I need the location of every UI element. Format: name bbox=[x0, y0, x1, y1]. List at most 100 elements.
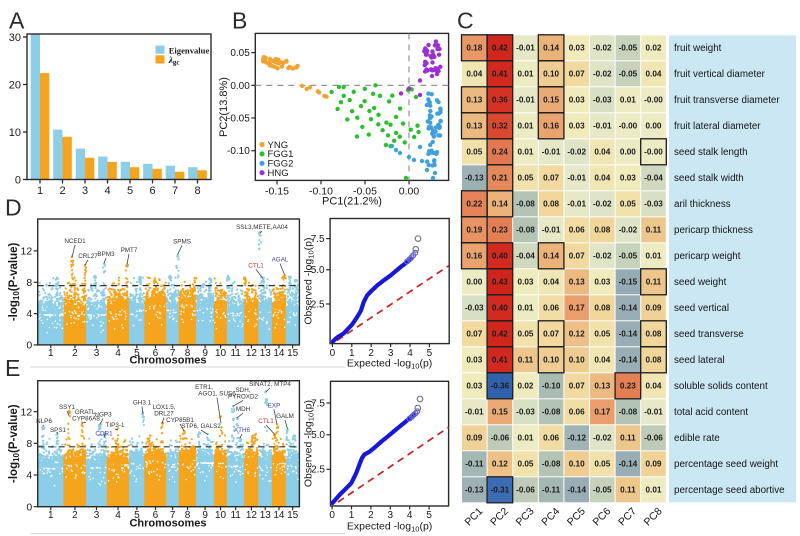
svg-text:0.03: 0.03 bbox=[518, 278, 534, 287]
svg-text:0.04: 0.04 bbox=[594, 148, 610, 157]
svg-text:2.5: 2.5 bbox=[311, 299, 325, 310]
svg-text:0.14: 0.14 bbox=[543, 44, 559, 53]
svg-text:8: 8 bbox=[26, 277, 32, 289]
svg-text:-0.00: -0.00 bbox=[644, 148, 663, 157]
svg-text:-0.14: -0.14 bbox=[567, 486, 586, 495]
svg-text:0.06: 0.06 bbox=[569, 226, 585, 235]
svg-text:SPS1: SPS1 bbox=[50, 427, 67, 434]
svg-text:total acid content: total acid content bbox=[674, 407, 748, 418]
svg-text:PC1(21.2%): PC1(21.2%) bbox=[322, 196, 382, 208]
svg-text:DRL27: DRL27 bbox=[154, 411, 174, 418]
svg-text:edible rate: edible rate bbox=[674, 433, 720, 444]
svg-text:0: 0 bbox=[330, 348, 336, 359]
svg-text:-0.03: -0.03 bbox=[644, 200, 663, 209]
svg-text:C: C bbox=[457, 8, 474, 34]
svg-text:0.13: 0.13 bbox=[466, 96, 482, 105]
svg-text:percentage seed weight: percentage seed weight bbox=[674, 459, 778, 470]
svg-text:-0.05: -0.05 bbox=[619, 70, 638, 79]
svg-text:-log10(P-value): -log10(P-value) bbox=[8, 242, 21, 321]
svg-text:0.08: 0.08 bbox=[646, 356, 662, 365]
svg-text:3: 3 bbox=[94, 348, 100, 359]
svg-text:13: 13 bbox=[260, 348, 272, 359]
svg-text:pericarp thickness: pericarp thickness bbox=[674, 225, 753, 236]
svg-text:8: 8 bbox=[194, 185, 200, 197]
svg-text:-0.01: -0.01 bbox=[644, 408, 663, 417]
svg-text:0.01: 0.01 bbox=[518, 304, 534, 313]
svg-text:STP6, GALS2: STP6, GALS2 bbox=[181, 423, 221, 430]
svg-text:-0.15: -0.15 bbox=[265, 185, 289, 197]
svg-text:PYROXD2: PYROXD2 bbox=[228, 394, 259, 401]
svg-text:0.32: 0.32 bbox=[492, 122, 508, 131]
svg-text:0.18: 0.18 bbox=[466, 44, 482, 53]
svg-text:YNG: YNG bbox=[268, 140, 289, 151]
svg-text:0.07: 0.07 bbox=[543, 174, 559, 183]
svg-text:8: 8 bbox=[185, 510, 191, 521]
svg-text:0.10: 0.10 bbox=[543, 70, 559, 79]
svg-text:5: 5 bbox=[127, 185, 133, 197]
svg-text:-0.00: -0.00 bbox=[644, 96, 663, 105]
svg-text:-0.00: -0.00 bbox=[619, 122, 638, 131]
svg-text:0.42: 0.42 bbox=[492, 44, 508, 53]
svg-text:soluble solids content: soluble solids content bbox=[674, 381, 768, 392]
svg-text:0.03: 0.03 bbox=[569, 44, 585, 53]
svg-text:CRL27: CRL27 bbox=[78, 253, 98, 260]
svg-text:-0.05: -0.05 bbox=[353, 185, 377, 197]
svg-text:seed transverse: seed transverse bbox=[674, 329, 744, 340]
svg-text:0.17: 0.17 bbox=[569, 304, 585, 313]
svg-text:0.06: 0.06 bbox=[543, 304, 559, 313]
svg-text:10: 10 bbox=[9, 127, 21, 139]
svg-text:0.11: 0.11 bbox=[518, 356, 534, 365]
svg-text:pericarp weight: pericarp weight bbox=[674, 251, 741, 262]
svg-text:0.41: 0.41 bbox=[492, 356, 508, 365]
svg-text:fruit lateral diameter: fruit lateral diameter bbox=[674, 121, 761, 132]
svg-text:B: B bbox=[232, 8, 247, 34]
svg-text:λgc: λgc bbox=[168, 56, 180, 67]
svg-text:SSY1: SSY1 bbox=[59, 404, 76, 411]
svg-text:NLP6: NLP6 bbox=[36, 418, 52, 425]
svg-text:11: 11 bbox=[230, 510, 241, 521]
svg-text:0.07: 0.07 bbox=[466, 330, 482, 339]
svg-text:0: 0 bbox=[26, 501, 32, 513]
svg-text:0.36: 0.36 bbox=[492, 96, 508, 105]
svg-text:LOX1.5,: LOX1.5, bbox=[152, 404, 175, 411]
svg-text:0.13: 0.13 bbox=[569, 278, 585, 287]
svg-text:0.11: 0.11 bbox=[620, 486, 636, 495]
svg-text:4: 4 bbox=[407, 348, 413, 359]
svg-text:14: 14 bbox=[273, 348, 285, 359]
svg-text:0.01: 0.01 bbox=[646, 486, 662, 495]
svg-text:seed stalk width: seed stalk width bbox=[674, 173, 744, 184]
svg-text:9: 9 bbox=[202, 348, 208, 359]
svg-text:0.04: 0.04 bbox=[543, 278, 559, 287]
svg-text:0.07: 0.07 bbox=[543, 330, 559, 339]
svg-text:0.22: 0.22 bbox=[466, 200, 482, 209]
svg-text:-0.02: -0.02 bbox=[593, 434, 612, 443]
svg-text:-log10(P-value): -log10(P-value) bbox=[8, 404, 21, 483]
svg-text:10: 10 bbox=[215, 510, 227, 521]
svg-text:4: 4 bbox=[26, 308, 32, 320]
svg-text:0.05: 0.05 bbox=[518, 174, 534, 183]
svg-text:0.15: 0.15 bbox=[543, 96, 559, 105]
svg-text:-0.14: -0.14 bbox=[619, 356, 638, 365]
svg-text:GH3.1: GH3.1 bbox=[133, 400, 152, 407]
svg-text:-0.03: -0.03 bbox=[593, 96, 612, 105]
svg-text:0.43: 0.43 bbox=[492, 278, 508, 287]
svg-text:0.00: 0.00 bbox=[466, 278, 482, 287]
svg-text:7: 7 bbox=[170, 510, 176, 521]
svg-text:-0.31: -0.31 bbox=[491, 486, 510, 495]
svg-text:0.05: 0.05 bbox=[518, 330, 534, 339]
svg-text:0.10: 0.10 bbox=[569, 460, 585, 469]
svg-text:5.0: 5.0 bbox=[311, 265, 325, 276]
svg-text:MDH: MDH bbox=[236, 406, 251, 413]
svg-text:12: 12 bbox=[246, 348, 258, 359]
svg-text:0: 0 bbox=[26, 340, 32, 352]
svg-text:6: 6 bbox=[153, 510, 159, 521]
svg-text:1: 1 bbox=[48, 510, 54, 521]
svg-text:-0.01: -0.01 bbox=[516, 44, 535, 53]
svg-text:0.14: 0.14 bbox=[543, 252, 559, 261]
svg-text:-0.08: -0.08 bbox=[542, 460, 561, 469]
svg-text:0.12: 0.12 bbox=[492, 460, 508, 469]
svg-text:4: 4 bbox=[115, 348, 121, 359]
svg-text:-0.11: -0.11 bbox=[465, 460, 484, 469]
svg-text:8: 8 bbox=[26, 438, 32, 450]
svg-text:4: 4 bbox=[26, 470, 32, 482]
